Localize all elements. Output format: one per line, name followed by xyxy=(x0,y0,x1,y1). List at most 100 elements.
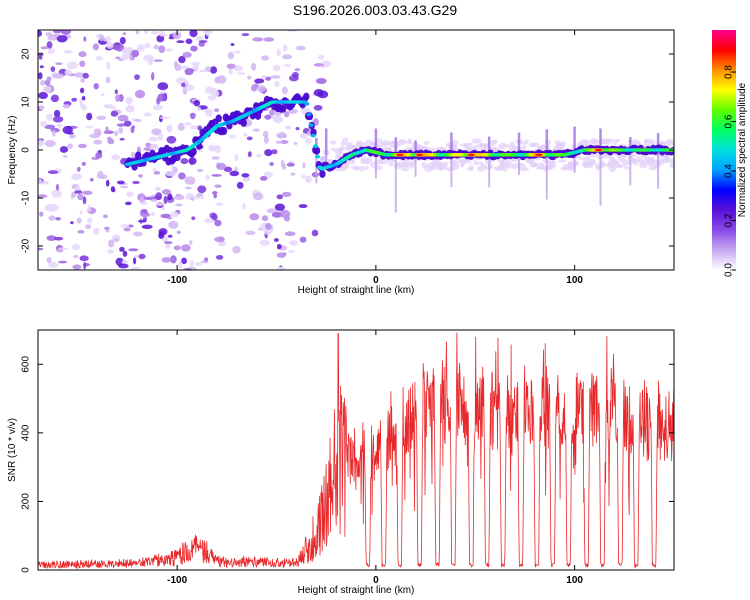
halo-blob xyxy=(450,162,460,168)
noise-blob xyxy=(50,94,59,103)
noise-blob xyxy=(107,136,112,141)
noise-blob xyxy=(283,63,292,67)
colorbar-gradient xyxy=(712,30,736,270)
ridge-core xyxy=(312,144,319,148)
noise-blob xyxy=(71,97,78,102)
noise-blob xyxy=(180,158,189,165)
noise-blob xyxy=(131,49,140,58)
y-tick-label: 0 xyxy=(21,147,32,153)
noise-blob xyxy=(54,236,64,241)
noise-blob xyxy=(216,162,227,170)
snr-y-ticks: 0 200 400 600 xyxy=(21,356,674,573)
noise-blob xyxy=(184,68,194,76)
noise-blob xyxy=(154,186,162,191)
halo-blob xyxy=(420,145,428,149)
noise-blob xyxy=(134,118,142,123)
ridge-outer xyxy=(190,147,197,156)
halo-blob xyxy=(605,138,615,143)
ridge-outer xyxy=(220,127,228,135)
x-tick-label: 100 xyxy=(566,575,583,586)
noise-blob xyxy=(251,62,257,71)
ridge-outer xyxy=(174,153,181,162)
noise-blob xyxy=(159,116,171,120)
noise-blob xyxy=(293,141,298,145)
noise-blob xyxy=(130,267,142,270)
noise-blob xyxy=(181,244,191,252)
noise-blob xyxy=(178,172,186,180)
noise-blob xyxy=(123,120,132,127)
halo-blob xyxy=(506,162,514,169)
noise-blob xyxy=(252,37,264,42)
noise-blob xyxy=(39,211,44,217)
halo-blob xyxy=(549,163,557,169)
noise-blob xyxy=(123,227,131,232)
noise-blob xyxy=(241,33,250,37)
noise-blob xyxy=(136,44,146,52)
noise-blob xyxy=(263,37,275,42)
noise-blob xyxy=(81,161,86,166)
noise-blob xyxy=(281,86,288,95)
noise-blob xyxy=(193,99,201,107)
ridge-outer xyxy=(215,114,222,123)
noise-blob xyxy=(149,143,159,151)
halo-blob xyxy=(387,163,394,167)
snr-y-axis-label: SNR (10 * v/v) xyxy=(7,418,18,482)
noise-blob xyxy=(215,202,224,207)
noise-blob xyxy=(117,114,129,122)
noise-blob xyxy=(282,44,288,52)
noise-blob xyxy=(263,171,273,178)
noise-blob xyxy=(250,84,258,92)
noise-blob xyxy=(176,40,185,44)
colorbar-tick-label: 0.6 xyxy=(724,114,735,128)
noise-blob xyxy=(138,174,143,178)
noise-blob xyxy=(273,238,279,242)
noise-blob xyxy=(44,79,51,86)
noise-blob xyxy=(41,180,49,185)
noise-blob xyxy=(246,136,253,141)
noise-blob xyxy=(86,112,93,121)
noise-blob xyxy=(125,96,133,105)
noise-blob xyxy=(71,191,77,198)
noise-blob xyxy=(284,125,292,130)
noise-blob xyxy=(282,54,293,60)
ridge-hotspot-core xyxy=(535,153,543,156)
halo-blob xyxy=(558,141,567,146)
noise-blob xyxy=(232,246,241,254)
noise-blob xyxy=(165,171,176,177)
noise-blob xyxy=(55,183,60,191)
noise-blob xyxy=(184,84,195,91)
noise-blob xyxy=(50,66,56,72)
noise-blob xyxy=(150,31,159,35)
noise-blob xyxy=(127,224,134,228)
halo-blob xyxy=(669,161,674,168)
noise-blob xyxy=(151,212,155,217)
noise-blob xyxy=(87,217,93,224)
noise-blob xyxy=(242,176,251,182)
noise-blob xyxy=(223,166,233,172)
noise-blob xyxy=(204,218,214,224)
noise-blob xyxy=(166,135,177,144)
noise-blob xyxy=(141,209,148,214)
noise-blob xyxy=(269,109,275,116)
noise-blob xyxy=(181,257,188,265)
noise-blob xyxy=(114,89,118,95)
noise-blob xyxy=(105,126,109,134)
ridge-hotspot-core xyxy=(396,153,404,156)
noise-blob xyxy=(119,37,126,45)
noise-blob xyxy=(118,263,129,269)
noise-blob xyxy=(191,216,196,220)
noise-blob xyxy=(143,112,152,117)
noise-blob xyxy=(47,48,55,55)
noise-blob xyxy=(158,30,165,37)
noise-blob xyxy=(184,81,189,86)
noise-blob xyxy=(271,149,278,155)
noise-blob xyxy=(83,36,87,42)
noise-blob xyxy=(38,91,48,100)
noise-blob xyxy=(215,255,224,260)
noise-blob xyxy=(97,170,104,179)
noise-blob xyxy=(69,134,76,139)
noise-blob xyxy=(52,130,56,137)
noise-blob xyxy=(211,174,222,177)
noise-blob xyxy=(95,56,103,61)
noise-blob xyxy=(144,42,151,49)
